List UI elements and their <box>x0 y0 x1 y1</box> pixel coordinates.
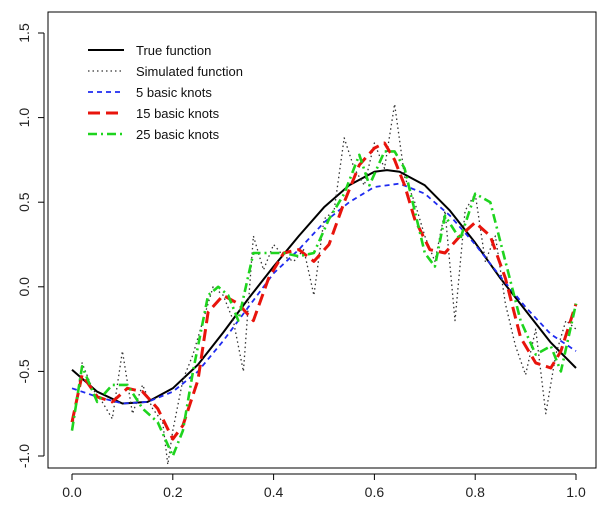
series-layer <box>70 103 578 466</box>
legend-label-4: 15 basic knots <box>136 106 220 121</box>
y-tick-label: 1.5 <box>16 23 32 43</box>
axes: 0.0 0.2 0.4 0.6 0.8 1.0 -1.0 -0.5 0.0 0.5 1.0 1.5 <box>16 23 586 500</box>
plot-frame <box>47 11 597 469</box>
legend-label-2: Simulated function <box>136 64 243 79</box>
y-tick-label: 0.0 <box>16 277 32 297</box>
series-line-4 <box>70 141 578 441</box>
y-tick-label: 1.0 <box>16 108 32 128</box>
x-tick-label: 0.6 <box>365 484 385 500</box>
x-tick-label: 0.8 <box>465 484 485 500</box>
legend-label-3: 5 basic knots <box>136 85 212 100</box>
legend: True function Simulated function 5 basic k… <box>88 43 243 142</box>
y-tick-label: -0.5 <box>16 359 32 383</box>
x-tick-label: 0.4 <box>264 484 284 500</box>
series-line-1 <box>71 169 577 405</box>
legend-label-1: True function <box>136 43 211 58</box>
legend-label-5: 25 basic knots <box>136 127 220 142</box>
y-tick-label: 0.5 <box>16 192 32 212</box>
x-tick-label: 1.0 <box>566 484 586 500</box>
series-line-2 <box>71 103 577 466</box>
series-line-3 <box>71 182 577 405</box>
x-tick-label: 0.0 <box>62 484 82 500</box>
series-line-5 <box>70 150 578 458</box>
x-tick-label: 0.2 <box>163 484 183 500</box>
y-tick-label: -1.0 <box>16 444 32 468</box>
